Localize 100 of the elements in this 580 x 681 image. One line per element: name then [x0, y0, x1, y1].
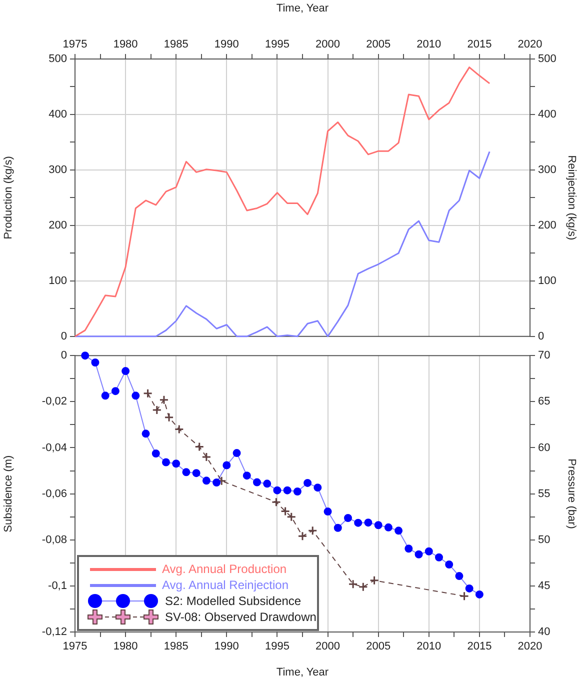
y2-tick-label: 65: [538, 396, 550, 408]
y-tick-label: -0,04: [42, 442, 67, 454]
y2-tick-label: 70: [538, 350, 550, 362]
legend-label: S2: Modelled Subsidence: [165, 594, 302, 608]
x-tick-label: 1990: [214, 640, 239, 653]
x-tick-label: 1995: [264, 640, 290, 653]
x-tick-label: 1975: [62, 38, 88, 50]
point: [232, 449, 241, 458]
x-tick-label: 2005: [366, 38, 391, 50]
y-tick-label: -0,08: [42, 534, 67, 546]
x-tick-label: 1980: [113, 38, 138, 50]
point: [273, 486, 282, 494]
point: [81, 352, 90, 360]
x-tick-label: 1990: [214, 38, 239, 50]
point: [435, 553, 443, 562]
point: [424, 547, 433, 556]
x-axis-title: Time, Year: [276, 666, 329, 678]
point: [364, 518, 372, 527]
y-tick-label: -0,06: [42, 488, 67, 500]
point: [293, 487, 302, 496]
x-tick-label: 2000: [316, 38, 340, 50]
x-tick-label: 2020: [518, 640, 542, 653]
point: [348, 579, 358, 589]
point: [212, 478, 221, 487]
point: [475, 590, 484, 598]
x-tick-label: 2015: [467, 640, 492, 653]
x-tick-label: 2000: [316, 640, 340, 653]
point: [394, 526, 403, 535]
point: [91, 358, 100, 367]
point: [334, 524, 342, 532]
point: [370, 576, 380, 586]
x-tick-label: 1975: [62, 640, 88, 653]
point: [445, 560, 454, 569]
x-axis-title: Time, Year: [276, 2, 329, 15]
point: [143, 388, 153, 398]
point: [283, 486, 292, 494]
point: [271, 497, 281, 507]
y-tick-label: -0,1: [48, 580, 67, 592]
y2-tick-label: 500: [538, 53, 556, 66]
point: [222, 461, 231, 470]
point: [414, 550, 423, 558]
y2-tick-label: 55: [538, 488, 550, 500]
y2-tick-label: 400: [538, 108, 556, 121]
y2-tick-label: 40: [538, 626, 550, 638]
x-tick-label: 2010: [416, 640, 442, 653]
point: [111, 387, 120, 396]
x-tick-label: 1985: [164, 640, 188, 653]
point: [159, 395, 169, 405]
y-tick-label: 0: [60, 350, 67, 362]
point: [101, 392, 110, 400]
point: [174, 424, 184, 434]
point: [194, 442, 204, 452]
point: [192, 469, 200, 478]
y-tick-label: 100: [48, 274, 67, 287]
point: [460, 591, 470, 601]
x-tick-label: 1980: [113, 640, 138, 653]
y-tick-label: 0: [60, 330, 67, 342]
y2-tick-label: 60: [538, 442, 550, 454]
y-tick-label: -0,02: [42, 396, 67, 408]
point: [354, 518, 362, 527]
text: Avg. Annual Reinjection: [162, 578, 289, 592]
point: [455, 572, 464, 580]
point: [308, 526, 318, 536]
y2-tick-label: 200: [538, 219, 556, 232]
y2-axis-title: Pressure (bar): [565, 458, 578, 529]
y-tick-label: 300: [48, 164, 67, 176]
x-tick-label: 1995: [264, 38, 290, 50]
point: [263, 480, 272, 488]
y-tick-label: 200: [48, 219, 67, 232]
point: [344, 514, 352, 522]
point: [314, 484, 322, 492]
y2-axis-title: Reinjection (kg/s): [565, 155, 578, 240]
point: [202, 452, 212, 462]
y2-tick-label: 100: [538, 274, 556, 287]
point: [304, 478, 312, 487]
point: [162, 458, 170, 466]
point: [122, 367, 130, 376]
point: [142, 430, 150, 438]
point: [132, 392, 140, 400]
point: [358, 582, 368, 592]
point: [253, 478, 261, 486]
x-tick-label: 2015: [467, 38, 492, 50]
y-axis-title: Subsidence (m): [2, 455, 15, 532]
y2-tick-label: 300: [538, 164, 556, 176]
point: [152, 405, 162, 415]
x-tick-label: 2020: [518, 38, 542, 50]
x-tick-label: 2010: [416, 38, 442, 50]
y-axis-title: Production (kg/s): [2, 156, 15, 240]
legend-label: SV-08: Observed Drawdown: [165, 610, 316, 624]
x-tick-label: 2005: [366, 640, 391, 653]
point: [164, 412, 174, 422]
y-tick-label: 500: [48, 53, 67, 66]
point: [374, 521, 382, 530]
y-tick-label: -0,12: [42, 626, 67, 638]
point: [298, 531, 308, 541]
point: [172, 460, 180, 468]
point: [202, 476, 210, 485]
point: [182, 468, 190, 476]
point: [465, 584, 474, 592]
point: [242, 472, 251, 480]
